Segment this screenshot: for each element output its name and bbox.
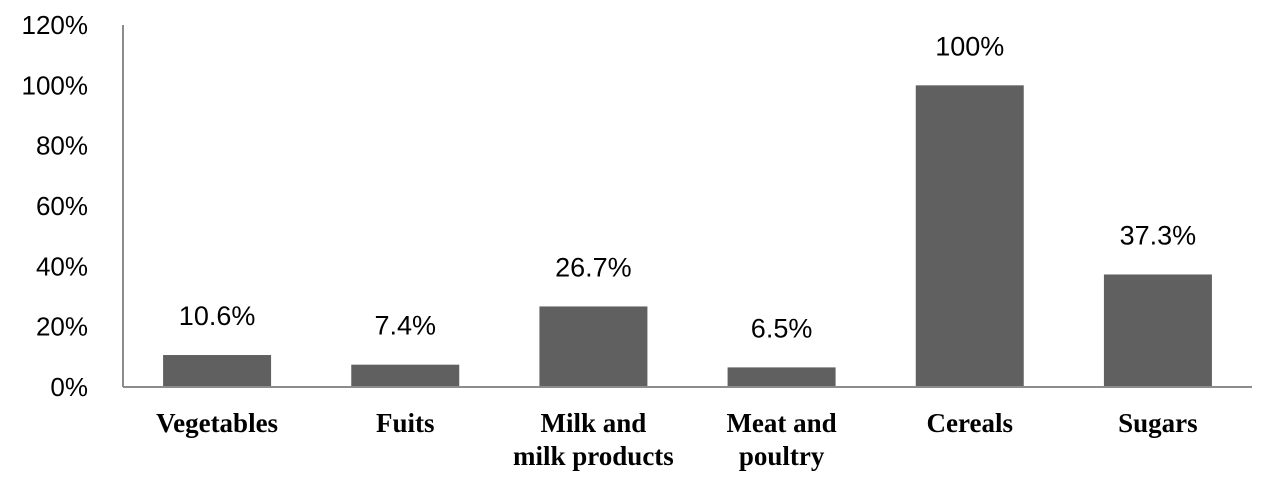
- y-tick-label: 40%: [36, 251, 88, 281]
- category-label: Vegetables: [156, 408, 278, 438]
- bar: [163, 355, 272, 387]
- category-label: Milk and: [541, 408, 647, 438]
- category-label: Fuits: [376, 408, 435, 438]
- category-label: Meat and: [726, 408, 836, 438]
- data-labels: 10.6% 7.4% 26.7% 6.5% 100% 37.3%: [179, 31, 1196, 343]
- y-tick-label: 20%: [36, 312, 88, 342]
- bar: [1103, 274, 1212, 387]
- bar: [915, 85, 1024, 387]
- data-label: 10.6%: [179, 301, 256, 331]
- data-label: 26.7%: [555, 252, 632, 282]
- category-label: poultry: [739, 441, 825, 471]
- y-axis-tick-labels: 0% 20% 40% 60% 80% 100% 120%: [22, 10, 89, 402]
- category-label: Cereals: [927, 408, 1013, 438]
- y-tick-label: 120%: [22, 10, 89, 40]
- data-label: 100%: [935, 31, 1004, 61]
- data-label: 37.3%: [1120, 220, 1197, 250]
- bar: [727, 367, 836, 387]
- y-tick-label: 60%: [36, 191, 88, 221]
- data-label: 7.4%: [374, 311, 436, 341]
- bar: [351, 364, 460, 387]
- bar: [539, 306, 648, 387]
- axes: [122, 25, 1252, 388]
- category-label: milk products: [513, 441, 674, 471]
- y-tick-label: 80%: [36, 131, 88, 161]
- bars: [163, 85, 1212, 387]
- y-tick-label: 0%: [50, 372, 88, 402]
- category-label: Sugars: [1118, 408, 1198, 438]
- data-label: 6.5%: [751, 313, 813, 343]
- y-tick-label: 100%: [22, 70, 89, 100]
